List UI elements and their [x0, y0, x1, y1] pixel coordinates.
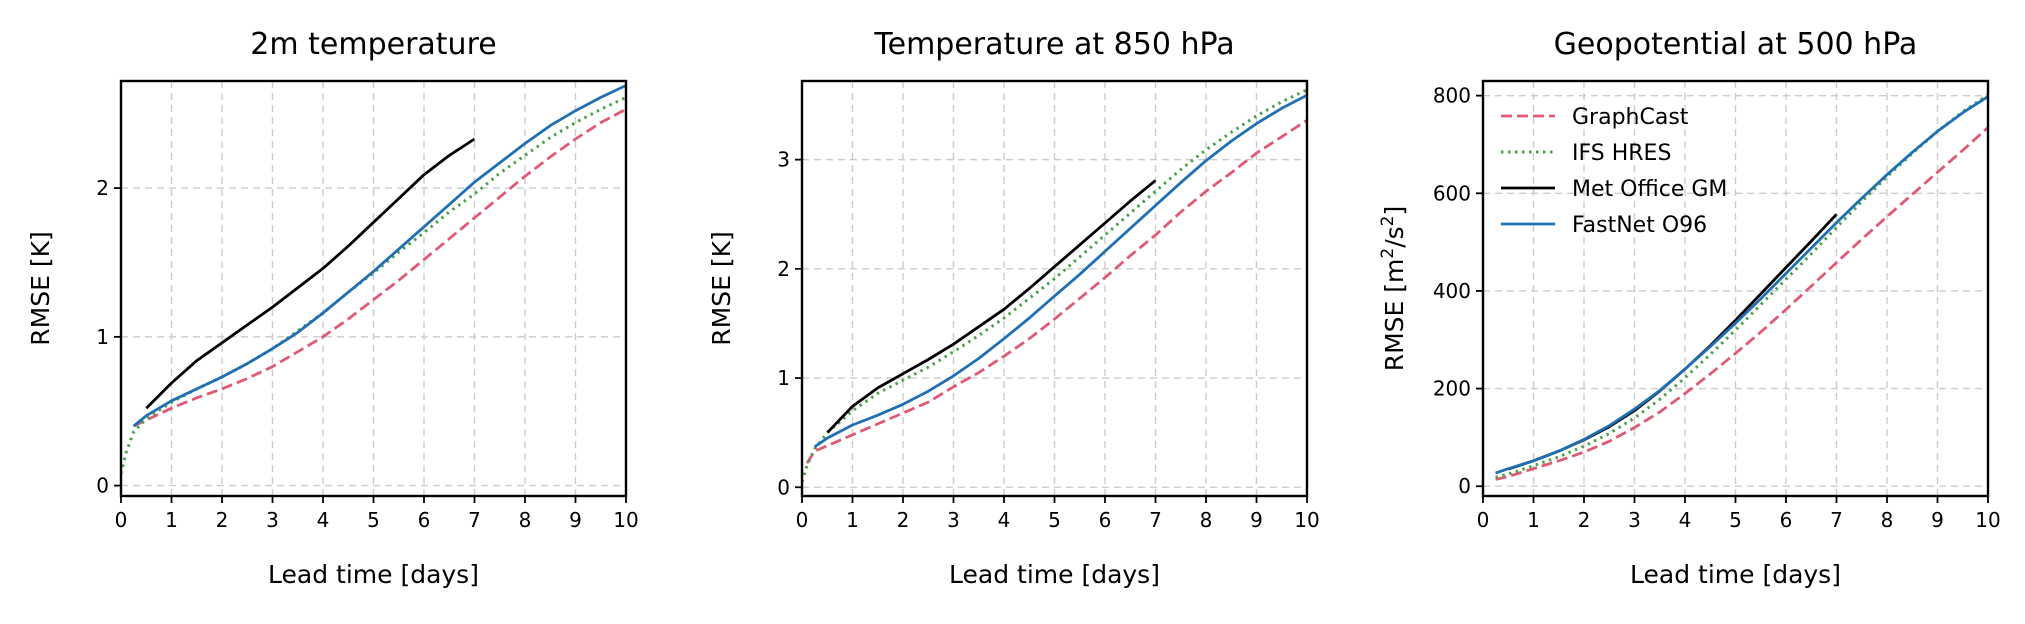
x-tick-label: 5	[1048, 508, 1061, 532]
y-tick-label: 0	[96, 474, 109, 498]
legend-label-met-office-gm: Met Office GM	[1572, 177, 1727, 202]
x-tick-label: 5	[1729, 508, 1742, 532]
x-tick-label: 9	[1931, 508, 1944, 532]
series-line-fastnet-o96	[132, 84, 626, 428]
y-axis: 0 1 2 3	[777, 148, 802, 499]
x-tick-label: 10	[1975, 508, 2000, 532]
y-tick-label: 400	[1433, 279, 1471, 303]
x-tick-label: 0	[1477, 508, 1490, 532]
panel-2m-temperature: 0 1 2 3 4 5 6 7 8 9 10 0 1 2 2m temperature Lead time […	[26, 27, 639, 589]
x-tick-label: 8	[519, 508, 532, 532]
series-line-fastnet-o96	[1495, 95, 1988, 475]
y-axis: 0 1 2	[96, 176, 121, 498]
x-tick-label: 1	[165, 508, 178, 532]
legend-label-graphcast: GraphCast	[1572, 105, 1689, 130]
x-axis: 0 1 2 3 4 5 6 7 8 9 10	[796, 496, 1320, 532]
x-tick-label: 4	[1679, 508, 1692, 532]
panel-geopotential-500hpa: 0 1 2 3 4 5 6 7 8 9 10 0 200 400 600 800 Geopotential at…	[1378, 27, 2001, 589]
panel-temperature-850hpa: 0 1 2 3 4 5 6 7 8 9 10 0 1 2 3 Temperature at 850 hPa Le…	[707, 27, 1320, 589]
x-tick-label: 8	[1200, 508, 1213, 532]
series-group	[802, 88, 1307, 483]
legend: GraphCast IFS HRES Met Office GM FastNet O9…	[1501, 105, 1727, 238]
series-line-graphcast	[805, 119, 1307, 464]
series-group	[1495, 93, 1988, 481]
series-line-graphcast	[133, 108, 626, 428]
grid	[1482, 81, 1989, 496]
y-axis-label: RMSE [m2/s2]	[1378, 206, 1409, 372]
y-tick-label: 1	[777, 366, 790, 390]
series-line-met-office-gm	[1507, 213, 1838, 471]
x-axis: 0 1 2 3 4 5 6 7 8 9 10	[1477, 496, 2001, 532]
x-axis-label: Lead time [days]	[1630, 560, 1841, 589]
x-tick-label: 9	[569, 508, 582, 532]
panel-title: Temperature at 850 hPa	[873, 27, 1234, 62]
x-tick-label: 10	[613, 508, 638, 532]
series-group	[121, 84, 626, 475]
x-tick-label: 2	[897, 508, 910, 532]
grid	[120, 81, 627, 496]
x-tick-label: 0	[796, 508, 809, 532]
x-tick-label: 3	[266, 508, 279, 532]
x-tick-label: 1	[846, 508, 859, 532]
x-tick-label: 6	[1780, 508, 1793, 532]
y-axis-label: RMSE [K]	[26, 231, 55, 345]
grid	[801, 81, 1308, 496]
series-line-graphcast	[1495, 126, 1988, 481]
y-tick-label: 0	[777, 475, 790, 499]
y-tick-label: 2	[96, 176, 109, 200]
x-tick-label: 0	[115, 508, 128, 532]
x-axis-label: Lead time [days]	[949, 560, 1160, 589]
x-tick-label: 4	[317, 508, 330, 532]
y-axis-label: RMSE [K]	[707, 231, 736, 345]
x-tick-label: 1	[1527, 508, 1540, 532]
y-tick-label: 600	[1433, 181, 1471, 205]
y-tick-label: 3	[777, 148, 790, 172]
y-tick-label: 2	[777, 257, 790, 281]
panel-title: 2m temperature	[250, 27, 496, 62]
x-tick-label: 7	[1830, 508, 1843, 532]
x-axis: 0 1 2 3 4 5 6 7 8 9 10	[115, 496, 639, 532]
x-tick-label: 7	[468, 508, 481, 532]
series-line-met-office-gm	[826, 179, 1157, 434]
y-tick-label: 800	[1433, 84, 1471, 108]
x-tick-label: 6	[1099, 508, 1112, 532]
legend-label-fastnet-o96: FastNet O96	[1572, 213, 1707, 238]
x-tick-label: 8	[1881, 508, 1894, 532]
y-tick-label: 200	[1433, 377, 1471, 401]
series-line-met-office-gm	[145, 137, 476, 410]
series-line-ifs-hres	[802, 88, 1307, 483]
legend-label-ifs-hres: IFS HRES	[1572, 141, 1671, 166]
x-tick-label: 7	[1149, 508, 1162, 532]
y-tick-label: 0	[1458, 474, 1471, 498]
x-tick-label: 4	[998, 508, 1011, 532]
x-tick-label: 2	[216, 508, 229, 532]
x-tick-label: 3	[1628, 508, 1641, 532]
x-tick-label: 3	[947, 508, 960, 532]
x-tick-label: 2	[1578, 508, 1591, 532]
x-tick-label: 5	[367, 508, 380, 532]
x-tick-label: 10	[1294, 508, 1319, 532]
y-tick-label: 1	[96, 325, 109, 349]
x-tick-label: 9	[1250, 508, 1263, 532]
series-line-fastnet-o96	[813, 93, 1307, 449]
y-axis: 0 200 400 600 800	[1433, 84, 1483, 498]
panel-title: Geopotential at 500 hPa	[1554, 27, 1918, 62]
x-axis-label: Lead time [days]	[268, 560, 479, 589]
x-tick-label: 6	[418, 508, 431, 532]
